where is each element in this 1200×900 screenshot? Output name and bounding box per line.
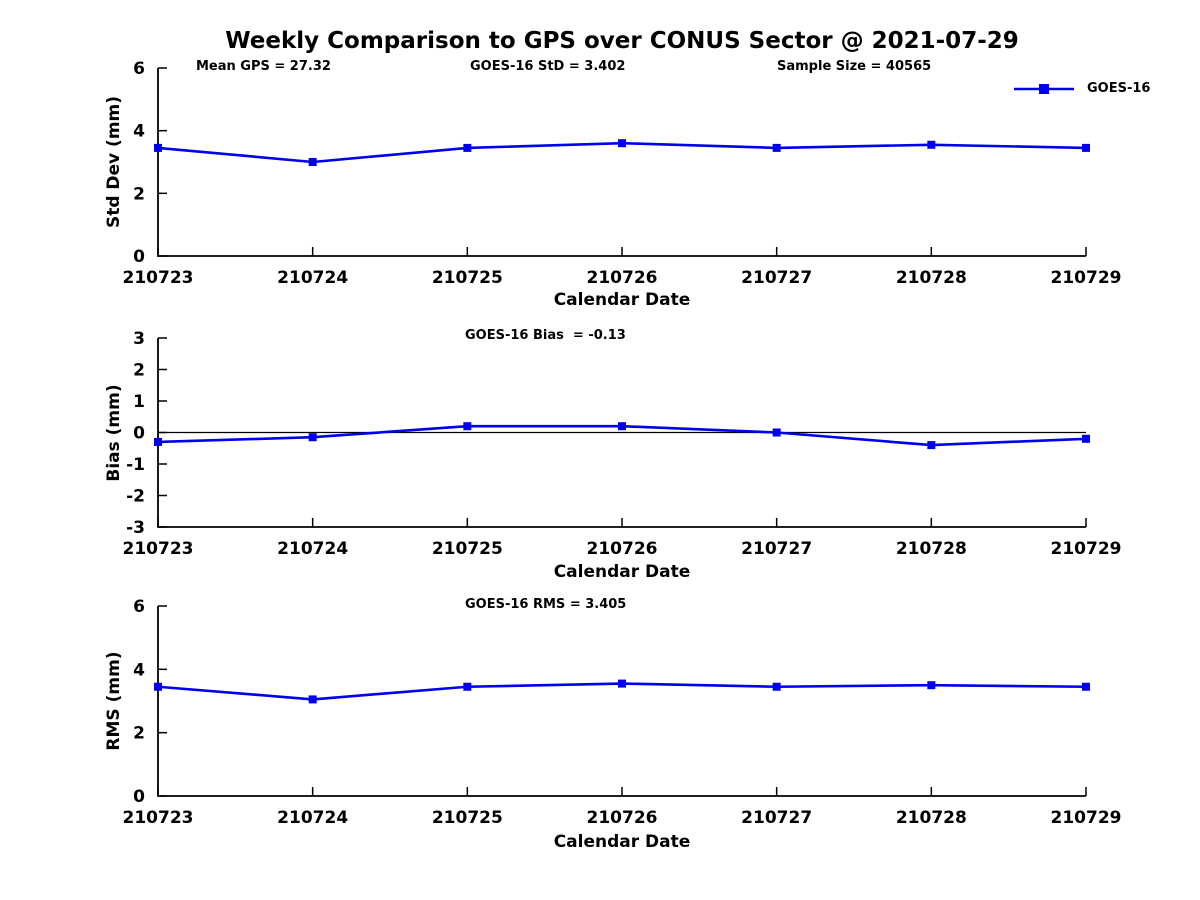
svg-text:0: 0 — [133, 247, 145, 267]
axis-lines — [157, 606, 1086, 797]
x-axis-label-2: Calendar Date — [553, 562, 691, 582]
series-GOES-16 — [154, 679, 1090, 704]
annotation-goes16-rms: GOES-16 RMS = 3.405 — [465, 597, 627, 612]
data-marker — [463, 143, 472, 152]
data-marker — [308, 695, 317, 704]
svg-text:210729: 210729 — [1051, 268, 1122, 288]
svg-text:2: 2 — [133, 184, 145, 204]
data-line — [157, 141, 1087, 164]
svg-text:210728: 210728 — [896, 268, 967, 288]
x-tick-labels: 210723 210724 210725 210726 210727 210728 2107… — [123, 808, 1122, 828]
y-axis-label-rms: RMS (mm) — [104, 651, 124, 751]
y-axis-label-stddev: Std Dev (mm) — [104, 95, 124, 229]
svg-text:210726: 210726 — [587, 268, 658, 288]
svg-text:0: 0 — [133, 787, 145, 807]
data-line — [157, 424, 1087, 447]
data-marker — [772, 682, 781, 691]
series-GOES-16 — [154, 139, 1090, 166]
y-tick-labels: 0 2 4 6 — [133, 59, 145, 267]
svg-text:210729: 210729 — [1051, 808, 1122, 828]
data-marker — [772, 428, 781, 437]
legend: GOES-16 — [1012, 81, 1150, 96]
svg-text:-2: -2 — [126, 487, 145, 507]
x-tick-labels: 210723 210724 210725 210726 210727 210728 2107… — [123, 539, 1122, 559]
svg-text:210724: 210724 — [277, 268, 348, 288]
data-marker — [463, 682, 472, 691]
svg-text:4: 4 — [133, 660, 145, 680]
svg-text:210724: 210724 — [277, 539, 348, 559]
data-marker — [927, 441, 936, 450]
legend-line-icon — [1014, 83, 1074, 94]
data-marker — [927, 140, 936, 149]
svg-text:210726: 210726 — [587, 808, 658, 828]
svg-text:3: 3 — [133, 329, 145, 349]
svg-text:210724: 210724 — [277, 808, 348, 828]
annotation-mean-gps: Mean GPS = 27.32 — [196, 59, 331, 74]
data-marker — [154, 437, 162, 446]
svg-text:210725: 210725 — [432, 539, 503, 559]
svg-text:6: 6 — [133, 59, 145, 79]
data-marker — [308, 433, 317, 442]
data-marker — [618, 139, 626, 148]
data-marker — [1082, 682, 1090, 691]
svg-text:210728: 210728 — [896, 808, 967, 828]
chart-title: Weekly Comparison to GPS over CONUS Sect… — [225, 28, 1019, 54]
data-marker — [618, 422, 626, 431]
annotation-goes16-bias: GOES-16 Bias = -0.13 — [465, 328, 626, 343]
data-marker — [772, 143, 781, 152]
svg-text:210725: 210725 — [432, 808, 503, 828]
svg-text:2: 2 — [133, 724, 145, 744]
axis-lines — [157, 338, 1086, 528]
x-axis-label-1: Calendar Date — [553, 290, 691, 310]
svg-text:1: 1 — [133, 392, 145, 412]
y-axis-label-bias: Bias (mm) — [104, 384, 124, 482]
y-tick-labels: 0 2 4 6 — [133, 597, 145, 807]
svg-text:210728: 210728 — [896, 539, 967, 559]
annotation-goes16-std: GOES-16 StD = 3.402 — [470, 59, 626, 74]
axes — [157, 337, 1087, 528]
svg-text:210723: 210723 — [123, 539, 194, 559]
data-marker — [154, 682, 162, 691]
legend-label: GOES-16 — [1087, 81, 1151, 96]
data-marker — [1082, 143, 1090, 152]
svg-text:210727: 210727 — [741, 808, 812, 828]
data-marker — [618, 679, 626, 688]
axis-lines — [157, 68, 1086, 257]
svg-text:210729: 210729 — [1051, 539, 1122, 559]
svg-text:210723: 210723 — [123, 808, 194, 828]
svg-text:2: 2 — [133, 361, 145, 381]
svg-text:4: 4 — [133, 122, 145, 142]
y-tick-labels: -3 -2 -1 0 1 2 3 — [126, 329, 145, 538]
svg-text:6: 6 — [133, 597, 145, 617]
x-tick-labels: 210723 210724 210725 210726 210727 210728 2107… — [123, 268, 1122, 288]
data-line — [157, 682, 1087, 701]
annotation-sample-size: Sample Size = 40565 — [777, 59, 932, 74]
svg-text:210725: 210725 — [432, 268, 503, 288]
data-marker — [154, 143, 162, 152]
svg-text:210726: 210726 — [587, 539, 658, 559]
svg-text:210727: 210727 — [741, 268, 812, 288]
x-axis-label-3: Calendar Date — [553, 832, 691, 852]
svg-text:-3: -3 — [126, 518, 145, 538]
svg-text:0: 0 — [133, 424, 145, 444]
axes — [157, 67, 1087, 257]
data-marker — [1082, 434, 1090, 443]
axes — [157, 605, 1087, 797]
svg-text:210723: 210723 — [123, 268, 194, 288]
data-marker — [308, 158, 317, 166]
svg-text:-1: -1 — [126, 455, 145, 475]
data-marker — [463, 422, 472, 431]
series-GOES-16 — [154, 422, 1090, 450]
svg-text:210727: 210727 — [741, 539, 812, 559]
data-marker — [927, 681, 936, 690]
